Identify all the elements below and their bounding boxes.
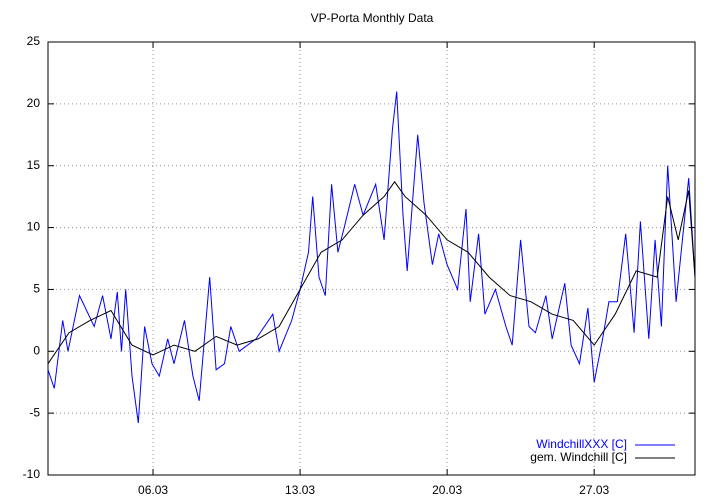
x-tick-label: 27.03 bbox=[579, 483, 609, 497]
y-tick-label: 20 bbox=[27, 96, 41, 110]
data-line bbox=[47, 180, 696, 364]
y-tick-label: 0 bbox=[33, 343, 40, 357]
y-tick-label: 5 bbox=[33, 282, 40, 296]
y-tick-label: -10 bbox=[23, 467, 41, 481]
x-tick-label: 06.03 bbox=[138, 483, 168, 497]
legend-label: gem. Windchill [C] bbox=[530, 450, 627, 464]
y-tick-label: 15 bbox=[27, 158, 41, 172]
x-tick-label: 13.03 bbox=[285, 483, 315, 497]
x-tick-label: 20.03 bbox=[432, 483, 462, 497]
y-tick-label: 25 bbox=[27, 34, 41, 48]
data-line bbox=[47, 91, 696, 424]
chart-title: VP-Porta Monthly Data bbox=[311, 11, 434, 25]
plot-frame bbox=[47, 41, 696, 476]
legend-label: WindchillXXX [C] bbox=[536, 437, 627, 451]
y-tick-label: -5 bbox=[29, 405, 40, 419]
y-tick-label: 10 bbox=[27, 220, 41, 234]
